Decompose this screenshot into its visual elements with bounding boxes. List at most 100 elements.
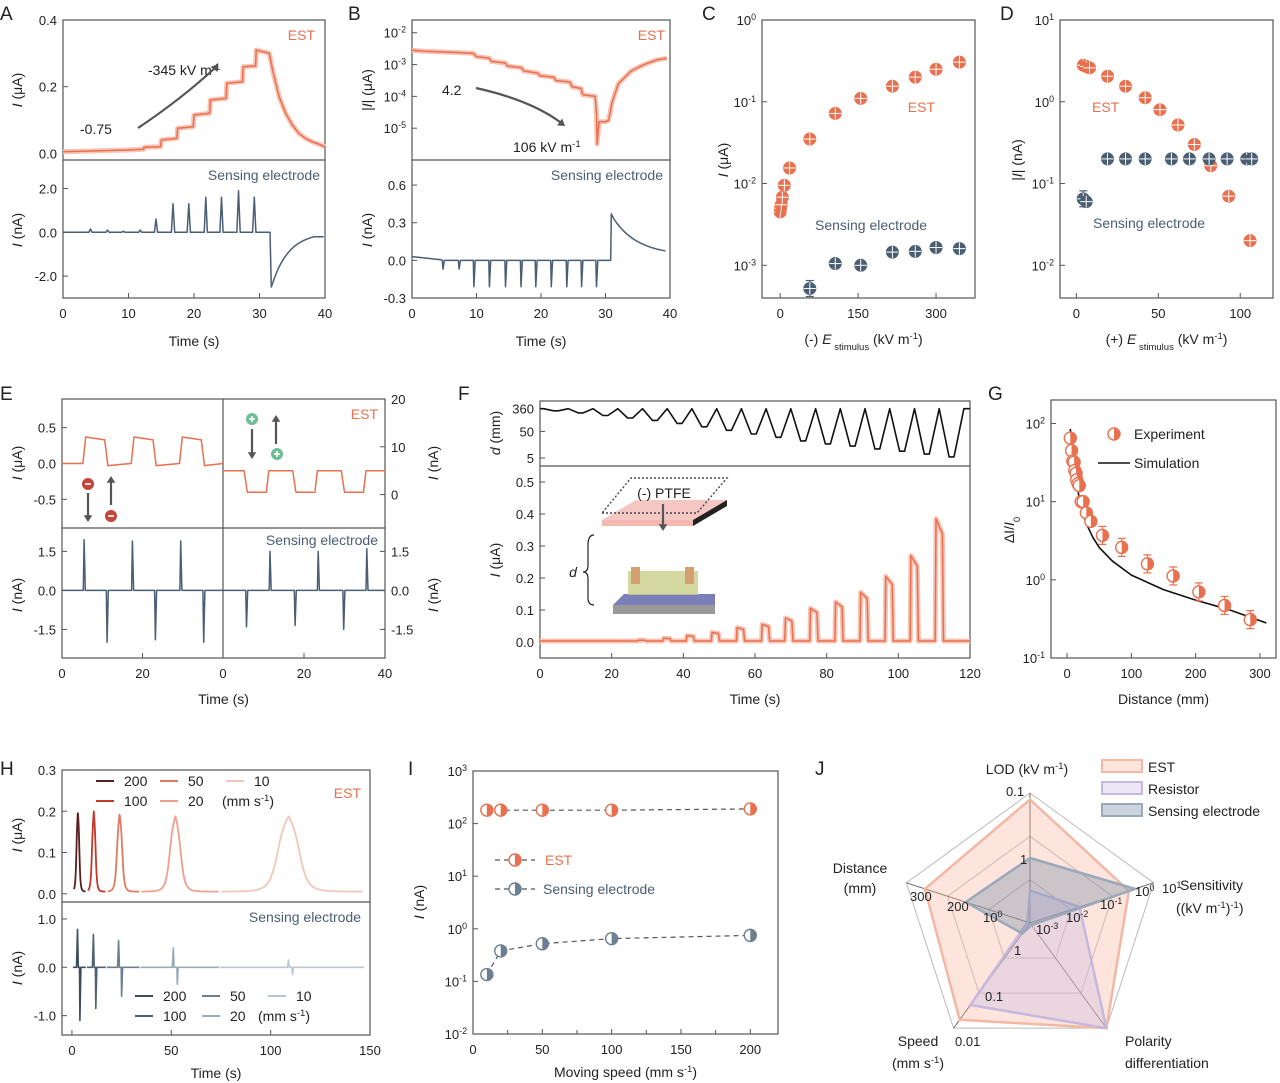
panel-letter: E bbox=[0, 384, 13, 405]
axes-frame bbox=[761, 19, 976, 299]
y-tick-label: 100 bbox=[1035, 94, 1054, 110]
radar-spoke bbox=[1029, 922, 1107, 1029]
data-point bbox=[1082, 61, 1096, 75]
marker-half bbox=[486, 968, 493, 981]
y-axis-label: I (μA) bbox=[9, 73, 25, 108]
device-schematic-inset: (-) PTFE d bbox=[569, 477, 729, 614]
marker-half bbox=[1198, 585, 1205, 598]
y-axis-label: d (mm) bbox=[487, 411, 503, 455]
y-axis-label: |I| (nA) bbox=[1009, 139, 1025, 181]
radar-area-resistor bbox=[968, 888, 1109, 1030]
panel-letter: D bbox=[1000, 4, 1014, 25]
y-tick-label: 0.2 bbox=[516, 571, 534, 586]
ptfe-film-edge bbox=[693, 500, 727, 526]
x-tick-label: 80 bbox=[819, 666, 833, 681]
data-point bbox=[1182, 152, 1196, 166]
marker-half bbox=[1147, 557, 1154, 570]
radar-grid-ring bbox=[988, 879, 1072, 959]
data-point bbox=[1138, 152, 1152, 166]
series-label-est: EST bbox=[351, 406, 379, 422]
marker-half bbox=[1173, 569, 1180, 582]
y-tick-label: 10-3 bbox=[384, 57, 406, 73]
x-tick-label: 20 bbox=[187, 306, 201, 321]
y-tick-label: -1.0 bbox=[34, 1009, 56, 1024]
data-point bbox=[908, 70, 922, 84]
y-tick-label: 100 bbox=[1026, 572, 1045, 588]
data-point bbox=[535, 937, 550, 951]
data-point bbox=[1076, 494, 1090, 509]
data-point bbox=[1153, 103, 1167, 117]
radar-tick-label: 10-2 bbox=[1066, 909, 1088, 925]
panel-letter: A bbox=[0, 4, 13, 25]
data-point bbox=[803, 279, 817, 298]
marker-half bbox=[1083, 495, 1090, 508]
radar-axis-label: (mm) bbox=[844, 880, 877, 896]
est-line-10 bbox=[221, 815, 363, 893]
marker-half bbox=[1224, 599, 1231, 612]
y-tick-label: 101 bbox=[448, 868, 467, 884]
x-tick-label: 40 bbox=[318, 306, 332, 321]
y-tick-label: 1.5 bbox=[391, 544, 409, 559]
y-tick-label: 0.3 bbox=[516, 539, 534, 554]
data-point bbox=[480, 803, 494, 817]
marker-half bbox=[1090, 515, 1097, 528]
y-tick-label: 102 bbox=[448, 816, 467, 832]
legend-unit: (mm s-1) bbox=[258, 1008, 310, 1025]
x-tick-label: 100 bbox=[260, 1043, 282, 1058]
data-point bbox=[1138, 91, 1152, 105]
data-point bbox=[494, 803, 508, 817]
panel-b: B 10-2 10-3 10-4 10-5 EST 4.2 106 kV m-1 |I| (μA… bbox=[348, 4, 677, 349]
dashed-line-sensing bbox=[486, 934, 751, 975]
marker-half bbox=[1114, 428, 1120, 440]
series-sensing bbox=[803, 241, 966, 298]
y-tick-label: 2.0 bbox=[39, 181, 57, 196]
positive-charge-icon bbox=[246, 413, 258, 425]
data-point bbox=[1084, 514, 1098, 529]
radar-axis-label: Speed bbox=[898, 1033, 938, 1049]
axes-frame bbox=[1059, 19, 1274, 299]
x-tick-label: 0 bbox=[1073, 306, 1080, 321]
x-tick-label: 0 bbox=[469, 1042, 476, 1057]
x-tick-label: 100 bbox=[1121, 666, 1143, 681]
data-point bbox=[535, 803, 550, 817]
y-axis-label-right: I (nA) bbox=[425, 446, 441, 480]
data-point bbox=[929, 62, 943, 76]
x-tick-label: 0 bbox=[1063, 666, 1070, 681]
marker-half bbox=[1071, 444, 1078, 457]
x-tick-label: 100 bbox=[601, 1042, 623, 1057]
data-point bbox=[929, 241, 943, 255]
legend-marker-est bbox=[508, 853, 522, 867]
x-axis-label: Time (s) bbox=[516, 333, 567, 349]
x-tick-label: 100 bbox=[887, 666, 909, 681]
y-tick-label: -1.5 bbox=[34, 622, 56, 637]
y-tick-label: 0.1 bbox=[38, 846, 56, 861]
y-tick-label: 10-5 bbox=[384, 120, 406, 136]
y-axis-label: I (μA) bbox=[715, 143, 731, 178]
data-point bbox=[1243, 609, 1257, 630]
y-tick-label: 0.4 bbox=[39, 13, 57, 28]
panel-letter: G bbox=[988, 384, 1003, 405]
y-tick-label: 1.5 bbox=[38, 544, 56, 559]
panel-i: I 103 102 101 100 10-1 10-20 50 100 150 200 EST Sens… bbox=[408, 759, 779, 1080]
data-point bbox=[775, 190, 789, 204]
radar-tick-label: 1 bbox=[1020, 852, 1027, 867]
series-label-est: EST bbox=[288, 27, 316, 43]
radar-axis-label: Polarity bbox=[1125, 1033, 1172, 1049]
data-point bbox=[480, 967, 494, 982]
annotation-end: 106 kV m-1 bbox=[513, 139, 581, 156]
legend-label-simulation: Simulation bbox=[1134, 455, 1199, 471]
est-band bbox=[540, 516, 970, 644]
legend-label-sensing: Sensing electrode bbox=[543, 881, 655, 897]
arrow-head bbox=[210, 64, 218, 72]
data-point bbox=[604, 803, 619, 817]
legend: EST Sensing electrode bbox=[495, 852, 655, 897]
est-line bbox=[411, 49, 667, 145]
x-tick-label: 50 bbox=[535, 1042, 549, 1057]
y-tick-label: -1.5 bbox=[391, 622, 413, 637]
radar-axis-label: Distance bbox=[833, 860, 888, 876]
axes-frame bbox=[1050, 399, 1277, 659]
arrow-head bbox=[658, 524, 668, 531]
series-label-est: EST bbox=[334, 785, 362, 801]
sensing-line-10 bbox=[220, 959, 364, 976]
